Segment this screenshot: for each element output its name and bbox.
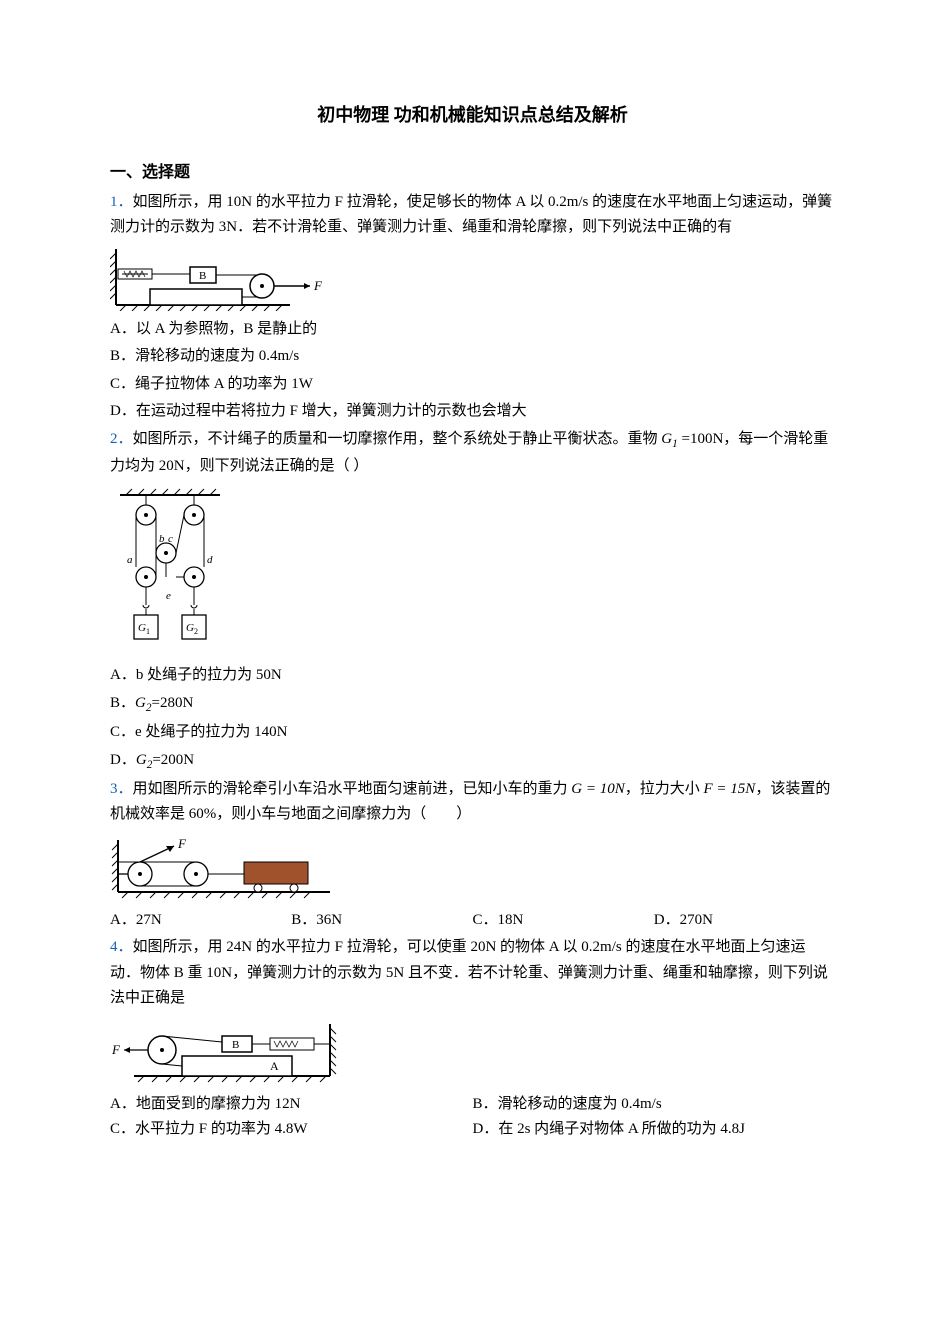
svg-text:G: G [138, 622, 146, 634]
q3-text-b: ，拉力大小 [625, 781, 704, 797]
svg-text:c: c [168, 533, 173, 545]
q4-opt-b: B．滑轮移动的速度为 0.4m/s [473, 1092, 836, 1118]
q4-text: 如图所示，用 24N 的水平拉力 F 拉滑轮，可以使重 20N 的物体 A 以 … [110, 939, 828, 1006]
section-header: 一、选择题 [110, 159, 835, 186]
svg-text:1: 1 [146, 627, 150, 636]
svg-text:G: G [186, 622, 194, 634]
q1-opt-b: B．滑轮移动的速度为 0.4m/s [110, 344, 835, 370]
q1-text: 如图所示，用 10N 的水平拉力 F 拉滑轮，使足够长的物体 A 以 0.2m/… [110, 194, 832, 236]
q2-opt-d: D．G2=200N [110, 748, 835, 775]
q1-diagram: B F [110, 249, 835, 311]
svg-text:d: d [207, 554, 213, 566]
q3-number: 3． [110, 781, 133, 797]
q3-opt-c: C．18N [473, 908, 654, 934]
q1-number: 1． [110, 194, 133, 210]
q3-opt-a: A．27N [110, 908, 291, 934]
q4-opt-c: C．水平拉力 F 的功率为 4.8W [110, 1117, 473, 1143]
svg-text:F: F [313, 278, 323, 293]
q4-options-2: C．水平拉力 F 的功率为 4.8W D．在 2s 内绳子对物体 A 所做的功为… [110, 1117, 835, 1143]
svg-text:e: e [166, 590, 171, 602]
q3-opt-d: D．270N [654, 908, 835, 934]
q3-options: A．27N B．36N C．18N D．270N [110, 908, 835, 934]
q2-opt-c: C．e 处绳子的拉力为 140N [110, 720, 835, 746]
q4-opt-a: A．地面受到的摩擦力为 12N [110, 1092, 473, 1118]
q1-opt-d: D．在运动过程中若将拉力 F 增大，弹簧测力计的示数也会增大 [110, 399, 835, 425]
q3-text-a: 用如图所示的滑轮牵引小车沿水平地面匀速前进，已知小车的重力 [133, 781, 572, 797]
svg-text:a: a [127, 554, 133, 566]
q2-diagram: a b c d e G1 G2 [110, 487, 835, 657]
page-title: 初中物理 功和机械能知识点总结及解析 [110, 100, 835, 131]
svg-text:B: B [199, 270, 206, 282]
q4-diagram: F A B [110, 1020, 835, 1086]
q2-opt-a: A．b 处绳子的拉力为 50N [110, 663, 835, 689]
q1-opt-a: A．以 A 为参照物，B 是静止的 [110, 317, 835, 343]
q2-text-a: 如图所示，不计绳子的质量和一切摩擦作用，整个系统处于静止平衡状态。重物 [133, 431, 662, 447]
q4-opt-d: D．在 2s 内绳子对物体 A 所做的功为 4.8J [473, 1117, 836, 1143]
q3-opt-b: B．36N [291, 908, 472, 934]
q2-stem: 2．如图所示，不计绳子的质量和一切摩擦作用，整个系统处于静止平衡状态。重物 G1… [110, 427, 835, 480]
q4-options-1: A．地面受到的摩擦力为 12N B．滑轮移动的速度为 0.4m/s [110, 1092, 835, 1118]
svg-text:2: 2 [194, 627, 198, 636]
q1-opt-c: C．绳子拉物体 A 的功率为 1W [110, 372, 835, 398]
svg-text:F: F [177, 836, 187, 851]
svg-text:A: A [270, 1059, 279, 1073]
q3-diagram: F [110, 836, 835, 902]
svg-text:B: B [232, 1039, 239, 1051]
q1-stem: 1．如图所示，用 10N 的水平拉力 F 拉滑轮，使足够长的物体 A 以 0.2… [110, 190, 835, 241]
q4-stem: 4．如图所示，用 24N 的水平拉力 F 拉滑轮，可以使重 20N 的物体 A … [110, 935, 835, 1012]
q3-stem: 3．用如图所示的滑轮牵引小车沿水平地面匀速前进，已知小车的重力 G = 10N，… [110, 777, 835, 828]
q2-number: 2． [110, 431, 133, 447]
q2-opt-b: B．G2=280N [110, 691, 835, 718]
svg-text:F: F [111, 1042, 121, 1057]
q4-number: 4． [110, 939, 133, 955]
